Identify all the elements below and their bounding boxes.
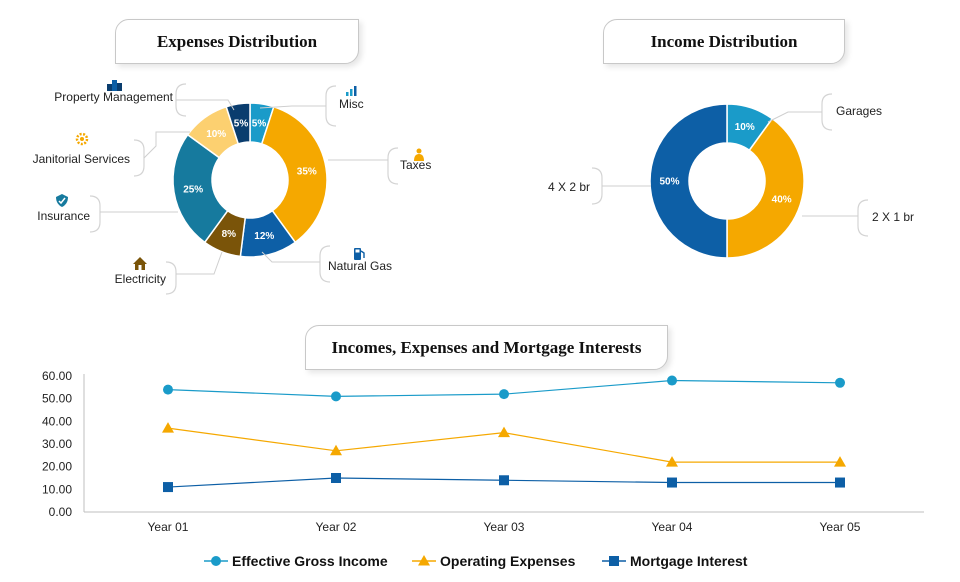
- slice-4-x-2-br: [649, 103, 728, 259]
- slice-label: Misc: [339, 97, 364, 111]
- data-point: [835, 377, 845, 388]
- slice-label: 2 X 1 br: [872, 210, 914, 224]
- data-point: [498, 426, 510, 438]
- data-point: [835, 477, 845, 488]
- slice-percent-label: 12%: [254, 231, 274, 242]
- slice-property-management: [225, 102, 251, 145]
- y-tick-label: 50.00: [42, 392, 72, 406]
- expenses-chart-title: Expenses Distribution: [115, 19, 359, 64]
- shield-hand-icon: [56, 194, 68, 207]
- slice-label: Garages: [836, 104, 882, 118]
- data-point: [163, 482, 173, 493]
- slice-label: Natural Gas: [328, 259, 392, 273]
- data-point: [331, 473, 341, 483]
- y-tick-label: 10.00: [42, 482, 72, 496]
- slice-label: Taxes: [400, 158, 431, 172]
- callout-bracket: [387, 147, 399, 185]
- slice-label: 4 X 2 br: [548, 180, 590, 194]
- slice-percent-label: 50%: [659, 177, 679, 188]
- leader-line: [176, 99, 235, 111]
- x-tick-label: Year 01: [148, 520, 189, 534]
- y-tick-label: 40.00: [42, 414, 72, 428]
- buildings-icon: [107, 80, 122, 91]
- y-tick-label: 60.00: [42, 369, 72, 383]
- data-point: [834, 456, 846, 467]
- y-tick-label: 0.00: [49, 505, 73, 519]
- slice-percent-label: 5%: [234, 119, 249, 130]
- y-tick-label: 30.00: [42, 437, 72, 451]
- slice-percent-label: 10%: [735, 122, 755, 133]
- donut-chart-1: 10% 40% 50%: [649, 103, 805, 259]
- x-tick-label: Year 03: [484, 520, 525, 534]
- callout-bracket: [319, 245, 331, 283]
- gear-icon: [75, 132, 89, 146]
- income-chart-title: Income Distribution: [603, 19, 845, 64]
- leader-line: [176, 251, 223, 275]
- callout-bracket: [89, 195, 101, 233]
- y-tick-label: 20.00: [42, 460, 72, 474]
- slice-label: Insurance: [37, 209, 90, 223]
- slice-percent-label: 5%: [252, 119, 267, 130]
- callout-bracket: [165, 261, 177, 295]
- data-point: [666, 456, 678, 467]
- leader-line: [259, 105, 326, 109]
- data-point: [667, 375, 677, 386]
- callout-bracket: [591, 167, 603, 205]
- callout-bracket: [325, 85, 337, 127]
- slice-percent-label: 8%: [222, 229, 237, 240]
- data-point: [163, 384, 173, 395]
- legend-label: Mortgage Interest: [630, 553, 748, 569]
- series-mortgage-interest: [163, 473, 845, 493]
- callout-bracket: [133, 139, 145, 177]
- slice-2-x-1-br: [726, 117, 805, 259]
- data-point: [499, 389, 509, 400]
- person-money-icon: [414, 148, 424, 161]
- data-point: [499, 475, 509, 486]
- slice-percent-label: 35%: [297, 167, 317, 178]
- leader-line: [261, 251, 320, 263]
- slice-label: Janitorial Services: [33, 152, 130, 166]
- slice-label: Property Management: [54, 90, 173, 104]
- slice-percent-label: 40%: [772, 194, 792, 205]
- house-icon: [133, 257, 147, 270]
- slice-taxes: [260, 105, 328, 244]
- leader-line: [143, 131, 190, 159]
- slice-percent-label: 25%: [183, 184, 203, 195]
- x-tick-label: Year 02: [316, 520, 357, 534]
- gas-pump-icon: [354, 248, 365, 260]
- legend-marker: [211, 556, 221, 566]
- series-effective-gross-income: [163, 375, 845, 402]
- data-point: [331, 391, 341, 402]
- series-operating-expenses: [162, 422, 846, 467]
- data-point: [162, 422, 174, 433]
- callout-bracket: [821, 93, 833, 131]
- slice-insurance: [172, 133, 229, 244]
- x-tick-label: Year 05: [820, 520, 861, 534]
- callout-bracket: [857, 199, 869, 237]
- legend: Effective Gross Income Operating Expenses…: [204, 553, 748, 569]
- data-point: [330, 444, 342, 456]
- legend-marker: [609, 556, 619, 566]
- legend-label: Operating Expenses: [440, 553, 576, 569]
- x-tick-label: Year 04: [652, 520, 693, 534]
- slice-label: Electricity: [115, 272, 166, 286]
- legend-marker: [418, 555, 430, 566]
- donut-chart-0: 5% 35% 12% 8% 25% 10% 5%: [172, 102, 328, 258]
- line-chart: 0.00 10.00 20.00 30.00 40.00 50.00 60.00 Year 0…: [42, 369, 924, 569]
- line-chart-title: Incomes, Expenses and Mortgage Interests: [305, 325, 668, 370]
- leader-line: [767, 111, 822, 123]
- data-point: [667, 477, 677, 488]
- legend-label: Effective Gross Income: [232, 553, 388, 569]
- slice-percent-label: 10%: [206, 129, 226, 140]
- bar-chart-icon: [346, 86, 357, 96]
